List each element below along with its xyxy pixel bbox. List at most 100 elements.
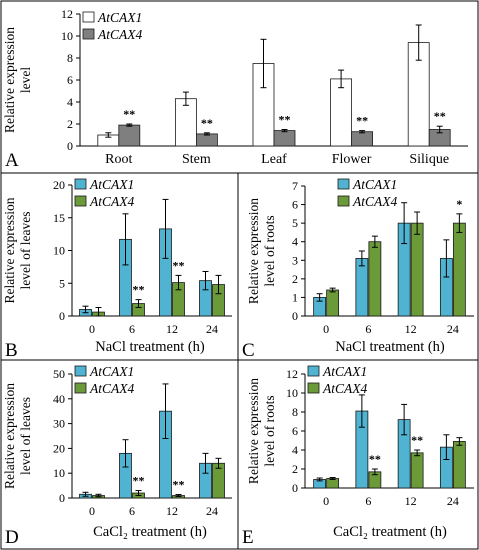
significance-mark: ** — [173, 258, 185, 272]
bar-atcax4-leaf — [273, 130, 296, 147]
legend-swatch-atcax4 — [74, 195, 87, 207]
x-tick-label-24: 24 — [206, 322, 218, 336]
bar-atcax1-flower — [330, 78, 353, 147]
legend-label-atcax4: AtCAX4 — [89, 381, 134, 396]
y-tick-label: 8 — [67, 51, 73, 65]
significance-mark: ** — [123, 107, 135, 121]
legend-swatch-atcax4 — [82, 28, 95, 40]
bar-atcax4-stem — [195, 133, 218, 147]
x-axis-label: CaCl₂ treatment (h) — [333, 524, 447, 540]
legend-label-atcax4: AtCAX4 — [322, 381, 367, 396]
x-axis-label: NaCl treatment (h) — [95, 339, 205, 355]
y-tick-label: 6 — [67, 73, 73, 87]
y-tick-label: 30 — [53, 417, 65, 431]
x-tick-label-0: 0 — [89, 322, 95, 336]
x-tick-label-24: 24 — [206, 504, 218, 518]
legend-label-atcax4: AtCAX4 — [89, 194, 134, 209]
significance-mark: ** — [133, 283, 145, 297]
x-tick-label-12: 12 — [166, 504, 178, 518]
panel-letter: A — [5, 150, 19, 171]
y-tick-label: 4 — [292, 443, 298, 457]
legend-label-atcax1: AtCAX1 — [89, 364, 134, 379]
y-tick-label: 0 — [59, 309, 65, 323]
significance-mark: ** — [356, 114, 368, 128]
x-tick-label-12: 12 — [405, 322, 417, 336]
y-axis-label-line: level of roots — [262, 215, 277, 286]
y-axis-label-line: Relative expression — [2, 197, 17, 303]
y-tick-label: 5 — [292, 216, 298, 230]
bar-atcax4-24 — [452, 441, 466, 489]
y-tick-label: 0 — [292, 481, 298, 495]
y-tick-label: 0 — [59, 491, 65, 505]
bar-atcax4-12 — [410, 452, 424, 489]
y-tick-label: 15 — [53, 211, 65, 225]
x-tick-label-0: 0 — [323, 494, 329, 508]
panel-letter: C — [242, 340, 255, 361]
y-axis-label-line: level — [18, 67, 33, 93]
significance-mark: ** — [369, 452, 381, 466]
x-tick-label-6: 6 — [129, 504, 135, 518]
y-axis-label-line: Relative expression — [246, 378, 261, 484]
y-tick-label: 2 — [292, 272, 298, 286]
y-axis-label-line: level of leaves — [18, 212, 33, 290]
x-tick-label-0: 0 — [323, 322, 329, 336]
x-tick-label-6: 6 — [129, 322, 135, 336]
y-tick-label: 10 — [61, 29, 73, 43]
legend-label-atcax1: AtCAX1 — [322, 364, 367, 379]
legend-swatch-atcax1 — [74, 178, 87, 190]
x-tick-label-6: 6 — [365, 322, 371, 336]
y-tick-label: 7 — [292, 179, 298, 193]
legend-label-atcax1: AtCAX1 — [352, 177, 397, 192]
y-tick-label: 5 — [59, 276, 65, 290]
significance-mark: ** — [133, 474, 145, 488]
legend-swatch-atcax1 — [74, 365, 87, 377]
legend-label-atcax4: AtCAX4 — [97, 27, 142, 42]
y-tick-label: 20 — [53, 441, 65, 455]
y-tick-label: 40 — [53, 392, 65, 406]
y-tick-label: 1 — [292, 290, 298, 304]
x-tick-label-24: 24 — [447, 322, 459, 336]
panel-a: 0 2 4 6 8 10 12 ** Root ** Stem ** Leaf ** Flower ** Sil… — [2, 7, 468, 171]
y-tick-label: 6 — [292, 424, 298, 438]
legend-swatch-atcax4 — [337, 195, 350, 207]
panel-b: 0 5 10 15 20 0 ** 6 ** 12 24 Relative expression lev… — [2, 177, 232, 361]
y-axis-label-line: level of leaves — [18, 397, 33, 475]
bar-atcax1-6 — [355, 258, 369, 317]
legend-swatch-atcax1 — [82, 11, 95, 23]
legend-label-atcax1: AtCAX1 — [97, 10, 142, 25]
y-tick-label: 6 — [292, 198, 298, 212]
bar-atcax4-0 — [326, 289, 340, 317]
x-tick-label-0: 0 — [89, 504, 95, 518]
significance-mark: ** — [411, 433, 423, 447]
x-tick-label-12: 12 — [166, 322, 178, 336]
y-axis-label-line: Relative expression — [246, 198, 261, 304]
y-tick-label: 10 — [53, 244, 65, 258]
legend-swatch-atcax4 — [307, 382, 320, 394]
x-tick-label-flower: Flower — [332, 152, 372, 167]
x-tick-label-12: 12 — [405, 494, 417, 508]
legend-swatch-atcax1 — [307, 365, 320, 377]
y-tick-label: 20 — [53, 178, 65, 192]
bar-atcax4-root — [118, 124, 141, 147]
y-tick-label: 2 — [67, 117, 73, 131]
significance-mark: ** — [201, 116, 213, 130]
y-tick-label: 8 — [292, 405, 298, 419]
bar-atcax4-flower — [351, 131, 374, 147]
x-tick-label-root: Root — [105, 152, 132, 167]
y-tick-label: 12 — [61, 7, 73, 21]
y-tick-label: 0 — [292, 309, 298, 323]
significance-mark: ** — [434, 109, 446, 123]
significance-mark: ** — [279, 113, 291, 127]
panel-letter: E — [242, 527, 254, 548]
legend-label-atcax4: AtCAX4 — [352, 194, 397, 209]
bar-atcax4-24 — [452, 222, 466, 317]
bar-atcax4-12 — [410, 222, 424, 317]
x-tick-label-leaf: Leaf — [261, 152, 287, 167]
significance-mark: * — [456, 197, 462, 211]
x-tick-label-silique: Silique — [409, 152, 449, 167]
legend-swatch-atcax4 — [74, 382, 87, 394]
legend-label-atcax1: AtCAX1 — [89, 177, 134, 192]
